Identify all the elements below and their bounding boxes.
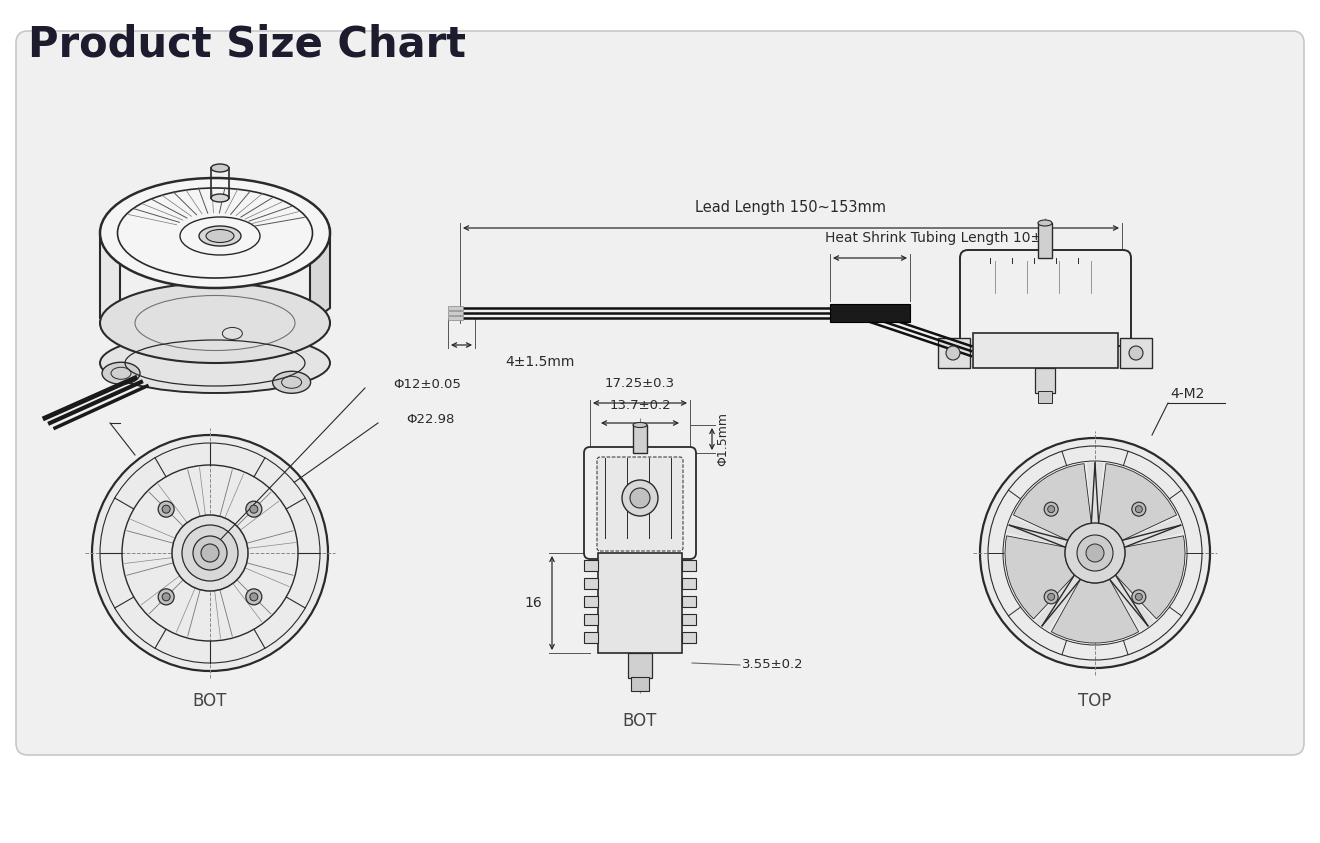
Ellipse shape [100, 333, 330, 393]
Circle shape [246, 501, 261, 517]
Circle shape [1048, 506, 1055, 513]
Text: BOT: BOT [623, 712, 657, 730]
Ellipse shape [214, 323, 251, 345]
Wedge shape [1115, 536, 1185, 619]
Text: Φ12±0.05: Φ12±0.05 [393, 378, 461, 390]
Ellipse shape [634, 422, 647, 427]
Bar [447, 306, 463, 310]
Bar [447, 311, 463, 315]
Ellipse shape [211, 194, 228, 202]
Text: 4±1.5mm: 4±1.5mm [506, 355, 574, 369]
Wedge shape [1005, 536, 1074, 619]
Circle shape [1086, 544, 1104, 562]
FancyBboxPatch shape [597, 457, 682, 551]
Bar [634, 425, 647, 453]
Circle shape [1129, 346, 1143, 360]
Circle shape [1135, 506, 1142, 513]
Bar [583, 560, 598, 571]
Polygon shape [310, 228, 330, 323]
Circle shape [622, 480, 657, 516]
Bar [682, 560, 696, 571]
Text: 4-M2: 4-M2 [1170, 387, 1204, 401]
Circle shape [1131, 590, 1146, 604]
Ellipse shape [100, 178, 330, 288]
Circle shape [201, 544, 219, 562]
Circle shape [979, 438, 1210, 668]
Circle shape [1048, 593, 1055, 600]
Text: Product Size Chart: Product Size Chart [28, 23, 466, 65]
Bar [682, 632, 696, 643]
Bar [682, 596, 696, 607]
Bar [939, 338, 970, 368]
Ellipse shape [100, 283, 330, 363]
Text: 16: 16 [524, 596, 543, 610]
Circle shape [92, 435, 327, 671]
Circle shape [172, 515, 248, 591]
Text: TOP: TOP [1078, 692, 1111, 710]
Circle shape [182, 525, 238, 581]
Circle shape [1131, 502, 1146, 516]
Bar [583, 614, 598, 625]
Bar [631, 677, 649, 691]
Polygon shape [1007, 518, 1077, 549]
Ellipse shape [1038, 220, 1052, 226]
Wedge shape [1051, 579, 1139, 643]
Bar [583, 596, 598, 607]
Text: Φ22.98: Φ22.98 [407, 412, 454, 426]
Text: Φ1.5mm: Φ1.5mm [715, 412, 729, 466]
Text: 3.55±0.2: 3.55±0.2 [742, 658, 804, 672]
Bar [447, 316, 463, 320]
Bar [1119, 338, 1152, 368]
Circle shape [1135, 593, 1142, 600]
Ellipse shape [273, 371, 310, 394]
Bar [583, 578, 598, 589]
Bar [583, 632, 598, 643]
Ellipse shape [206, 229, 234, 243]
Bar [1038, 223, 1052, 258]
Circle shape [630, 488, 649, 508]
Circle shape [193, 536, 227, 570]
Wedge shape [1098, 464, 1176, 540]
Circle shape [1044, 502, 1059, 516]
Text: 13.7±0.2: 13.7±0.2 [610, 399, 671, 412]
Bar [1035, 368, 1055, 393]
FancyBboxPatch shape [960, 250, 1131, 346]
Bar [973, 333, 1118, 368]
Circle shape [162, 593, 170, 601]
Bar [830, 304, 909, 322]
Circle shape [1065, 523, 1125, 583]
Circle shape [246, 589, 261, 604]
Bar [682, 578, 696, 589]
Circle shape [158, 501, 174, 517]
Text: 17.25±0.3: 17.25±0.3 [605, 377, 675, 390]
FancyBboxPatch shape [16, 31, 1304, 755]
Circle shape [249, 593, 257, 601]
Bar [598, 553, 682, 653]
Bar [1038, 391, 1052, 403]
Polygon shape [100, 238, 120, 333]
Ellipse shape [211, 164, 228, 172]
Polygon shape [1088, 464, 1102, 533]
FancyBboxPatch shape [583, 447, 696, 559]
Circle shape [946, 346, 960, 360]
Circle shape [1044, 590, 1059, 604]
Bar [682, 614, 696, 625]
Circle shape [158, 589, 174, 604]
Text: Heat Shrink Tubing Length 10±2: Heat Shrink Tubing Length 10±2 [825, 231, 1051, 245]
Ellipse shape [102, 362, 140, 384]
Bar [628, 653, 652, 678]
Ellipse shape [199, 226, 242, 246]
Polygon shape [1105, 567, 1154, 630]
Wedge shape [1014, 464, 1092, 540]
Text: Lead Length 150~153mm: Lead Length 150~153mm [696, 200, 887, 215]
Text: BOT: BOT [193, 692, 227, 710]
Circle shape [162, 505, 170, 513]
Polygon shape [1036, 567, 1085, 630]
Circle shape [1077, 535, 1113, 571]
Circle shape [249, 505, 257, 513]
Polygon shape [1113, 518, 1183, 549]
